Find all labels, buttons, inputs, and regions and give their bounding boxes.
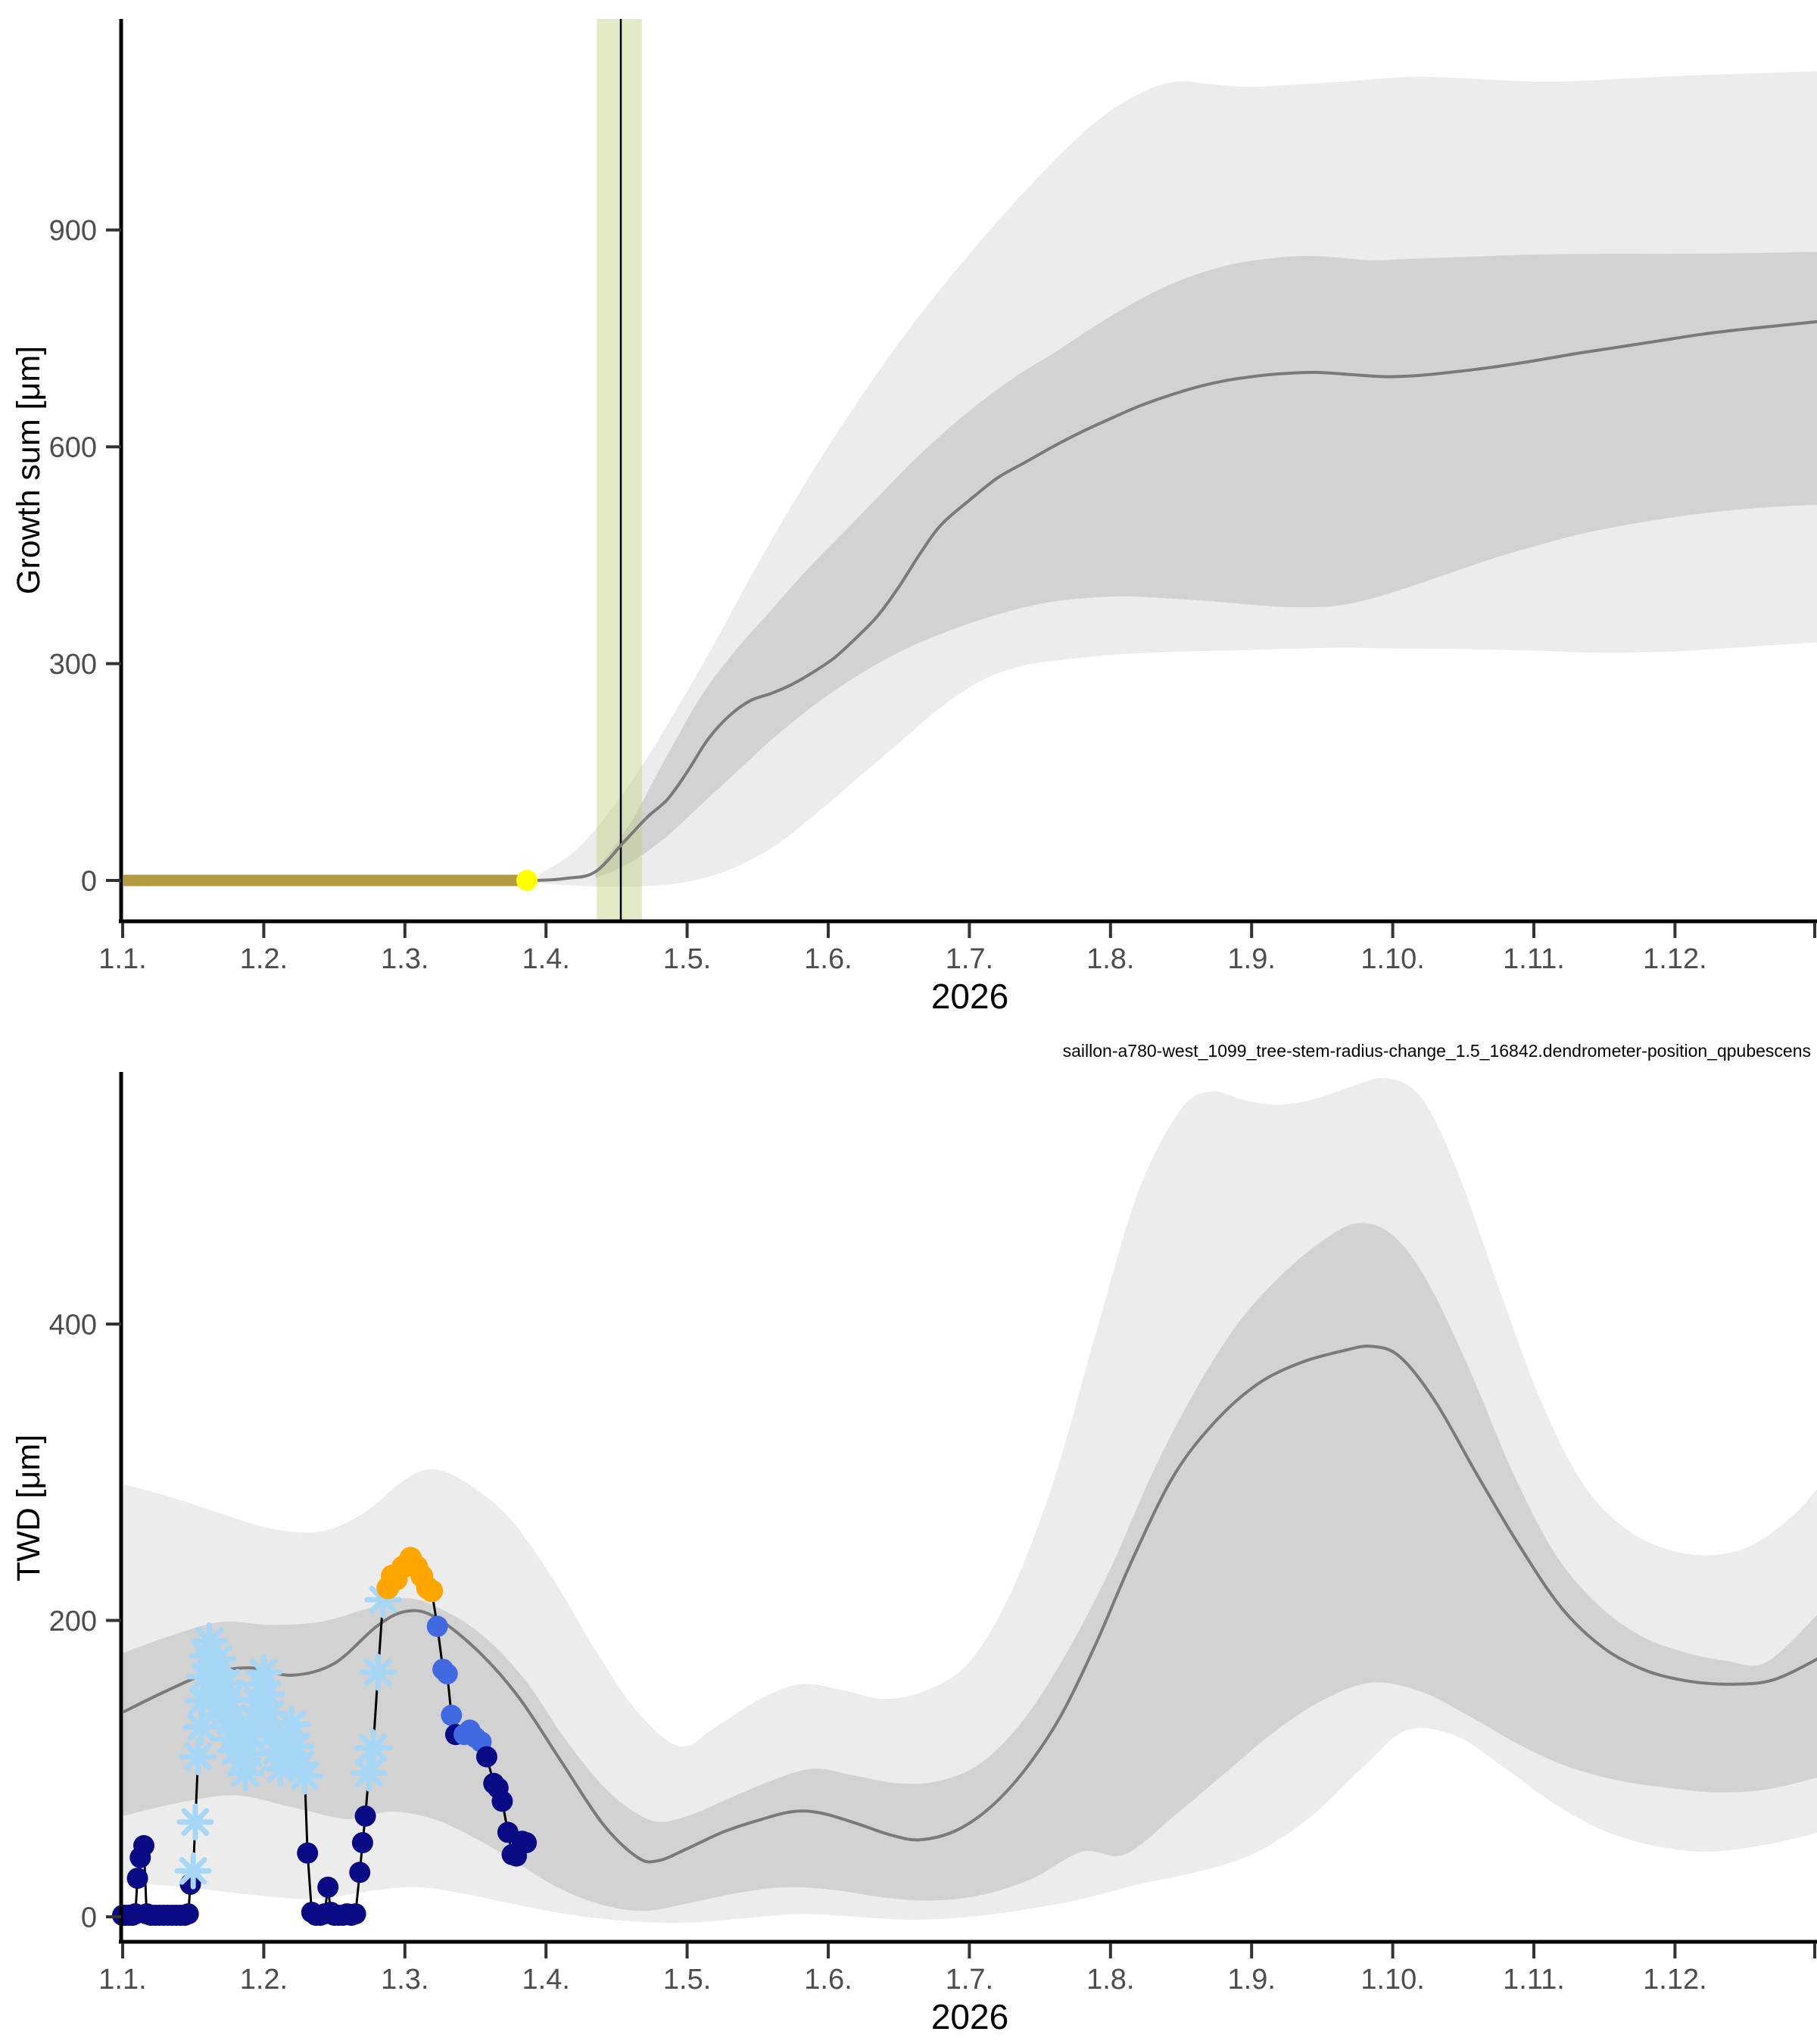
x-tick-label: 1.12.: [1643, 1964, 1707, 1996]
snowflake-arm: [291, 1762, 319, 1790]
twd-x-axis-label: 2026: [931, 1997, 1008, 2036]
snowflake-arm: [286, 1750, 315, 1778]
x-tick-label: 1.10.: [1360, 943, 1425, 975]
snowflake-arm: [234, 1740, 263, 1768]
snowflake-marker: [174, 1852, 212, 1890]
snowflake-arm: [250, 1658, 278, 1687]
navy-data-point: [475, 1746, 497, 1768]
x-tick-label: 1.8.: [1086, 943, 1134, 975]
onset-point: [516, 870, 538, 891]
royal-data-point: [426, 1616, 448, 1637]
twd-plot-area: [123, 1077, 1817, 1924]
growth-axes: 1.1. 1.2. 1.3. 1.4. 1.5. 1.6. 1.7. 1.8. 1.9. 1.10…: [49, 19, 1817, 975]
navy-data-point: [297, 1842, 319, 1864]
x-tick-label: 1.12.: [1643, 943, 1707, 975]
royal-data-point: [441, 1704, 463, 1726]
growth-sum-chart: 1.1. 1.2. 1.3. 1.4. 1.5. 1.6. 1.7. 1.8. 1.9. 1.10…: [11, 19, 1817, 1016]
twd-chart-title: saillon-a780-west_1099_tree-stem-radius-…: [1063, 1041, 1811, 1061]
snowflake-arm: [359, 1734, 388, 1762]
navy-data-point: [317, 1876, 339, 1898]
growth-x-axis-label: 2026: [931, 977, 1008, 1016]
x-tick-label: 1.2.: [240, 1964, 288, 1996]
growth-onset-uncertainty-band: [597, 19, 642, 921]
y-tick-label: 0: [81, 865, 97, 897]
y-tick-label: 400: [49, 1309, 97, 1341]
snowflake-marker: [179, 1738, 217, 1776]
x-tick-label: 1.4.: [522, 1964, 570, 1996]
navy-data-point: [491, 1790, 513, 1812]
navy-data-point: [133, 1835, 154, 1856]
snowflake-arm: [204, 1645, 232, 1673]
x-tick-label: 1.9.: [1228, 1964, 1276, 1996]
x-tick-label: 1.1.: [98, 1964, 146, 1996]
y-tick-label: 300: [49, 649, 97, 681]
x-tick-label: 1.1.: [98, 943, 146, 975]
snowflake-marker: [286, 1757, 323, 1795]
y-tick-label: 900: [49, 215, 97, 247]
snowflake-marker: [350, 1754, 388, 1792]
snowflake-arm: [237, 1722, 265, 1750]
navy-data-point: [351, 1832, 373, 1854]
royal-data-point: [436, 1663, 458, 1684]
inner-credible-ribbon: [595, 251, 1817, 879]
x-tick-label: 1.7.: [946, 1964, 993, 1996]
twd-axes: 1.1. 1.2. 1.3. 1.4. 1.5. 1.6. 1.7. 1.8. 1.9. 1.10…: [49, 1072, 1817, 1996]
x-tick-label: 1.7.: [946, 943, 993, 975]
x-tick-label: 1.5.: [663, 943, 711, 975]
snowflake-marker: [354, 1729, 392, 1767]
x-tick-label: 1.11.: [1503, 943, 1565, 975]
x-tick-label: 1.3.: [381, 943, 429, 975]
twd-y-axis-label: TWD [μm]: [11, 1435, 47, 1581]
navy-data-point: [177, 1903, 199, 1925]
snowflake-arm: [240, 1704, 268, 1732]
snowflake-marker: [176, 1803, 214, 1841]
orange-data-point: [420, 1579, 444, 1603]
x-tick-label: 1.5.: [663, 1964, 711, 1996]
growth-y-axis-label: Growth sum [μm]: [11, 346, 47, 594]
snowflake-arm: [179, 1857, 207, 1885]
snowflake-arm: [187, 1713, 215, 1741]
navy-data-point: [349, 1862, 371, 1884]
navy-data-point: [344, 1903, 366, 1925]
snowflake-arm: [231, 1759, 260, 1787]
x-tick-label: 1.8.: [1086, 1964, 1134, 1996]
snowflake-arm: [181, 1808, 210, 1837]
y-tick-label: 0: [81, 1902, 97, 1933]
median-growth-line: [123, 319, 1817, 883]
x-tick-label: 1.9.: [1228, 943, 1276, 975]
snowflake-marker: [273, 1706, 311, 1743]
x-tick-label: 1.6.: [804, 1964, 852, 1996]
twd-chart: saillon-a780-west_1099_tree-stem-radius-…: [11, 1041, 1817, 2036]
x-tick-label: 1.4.: [522, 943, 570, 975]
snowflake-arm: [354, 1759, 383, 1787]
y-tick-label: 200: [49, 1606, 97, 1637]
navy-data-point: [516, 1832, 538, 1854]
y-tick-label: 600: [49, 432, 97, 463]
x-tick-label: 1.10.: [1360, 1964, 1425, 1996]
x-tick-label: 1.11.: [1503, 1964, 1565, 1996]
snowflake-arm: [364, 1658, 392, 1687]
twd-data-points: [112, 1547, 538, 1926]
median-twd-line: [123, 1344, 1817, 1864]
snowflake-marker: [359, 1653, 397, 1691]
snowflake-arm: [278, 1710, 306, 1738]
navy-data-point: [126, 1868, 148, 1890]
snowflake-arm: [184, 1743, 213, 1771]
snowflake-marker: [245, 1653, 282, 1691]
x-tick-label: 1.3.: [381, 1964, 429, 1996]
snowflake-arm: [195, 1627, 223, 1656]
snowflake-marker: [226, 1754, 264, 1792]
x-tick-label: 1.6.: [804, 943, 852, 975]
navy-data-point: [354, 1805, 376, 1827]
snowflake-arm: [214, 1684, 243, 1713]
growth-plot-area: [123, 19, 1817, 921]
x-tick-label: 1.2.: [240, 943, 288, 975]
